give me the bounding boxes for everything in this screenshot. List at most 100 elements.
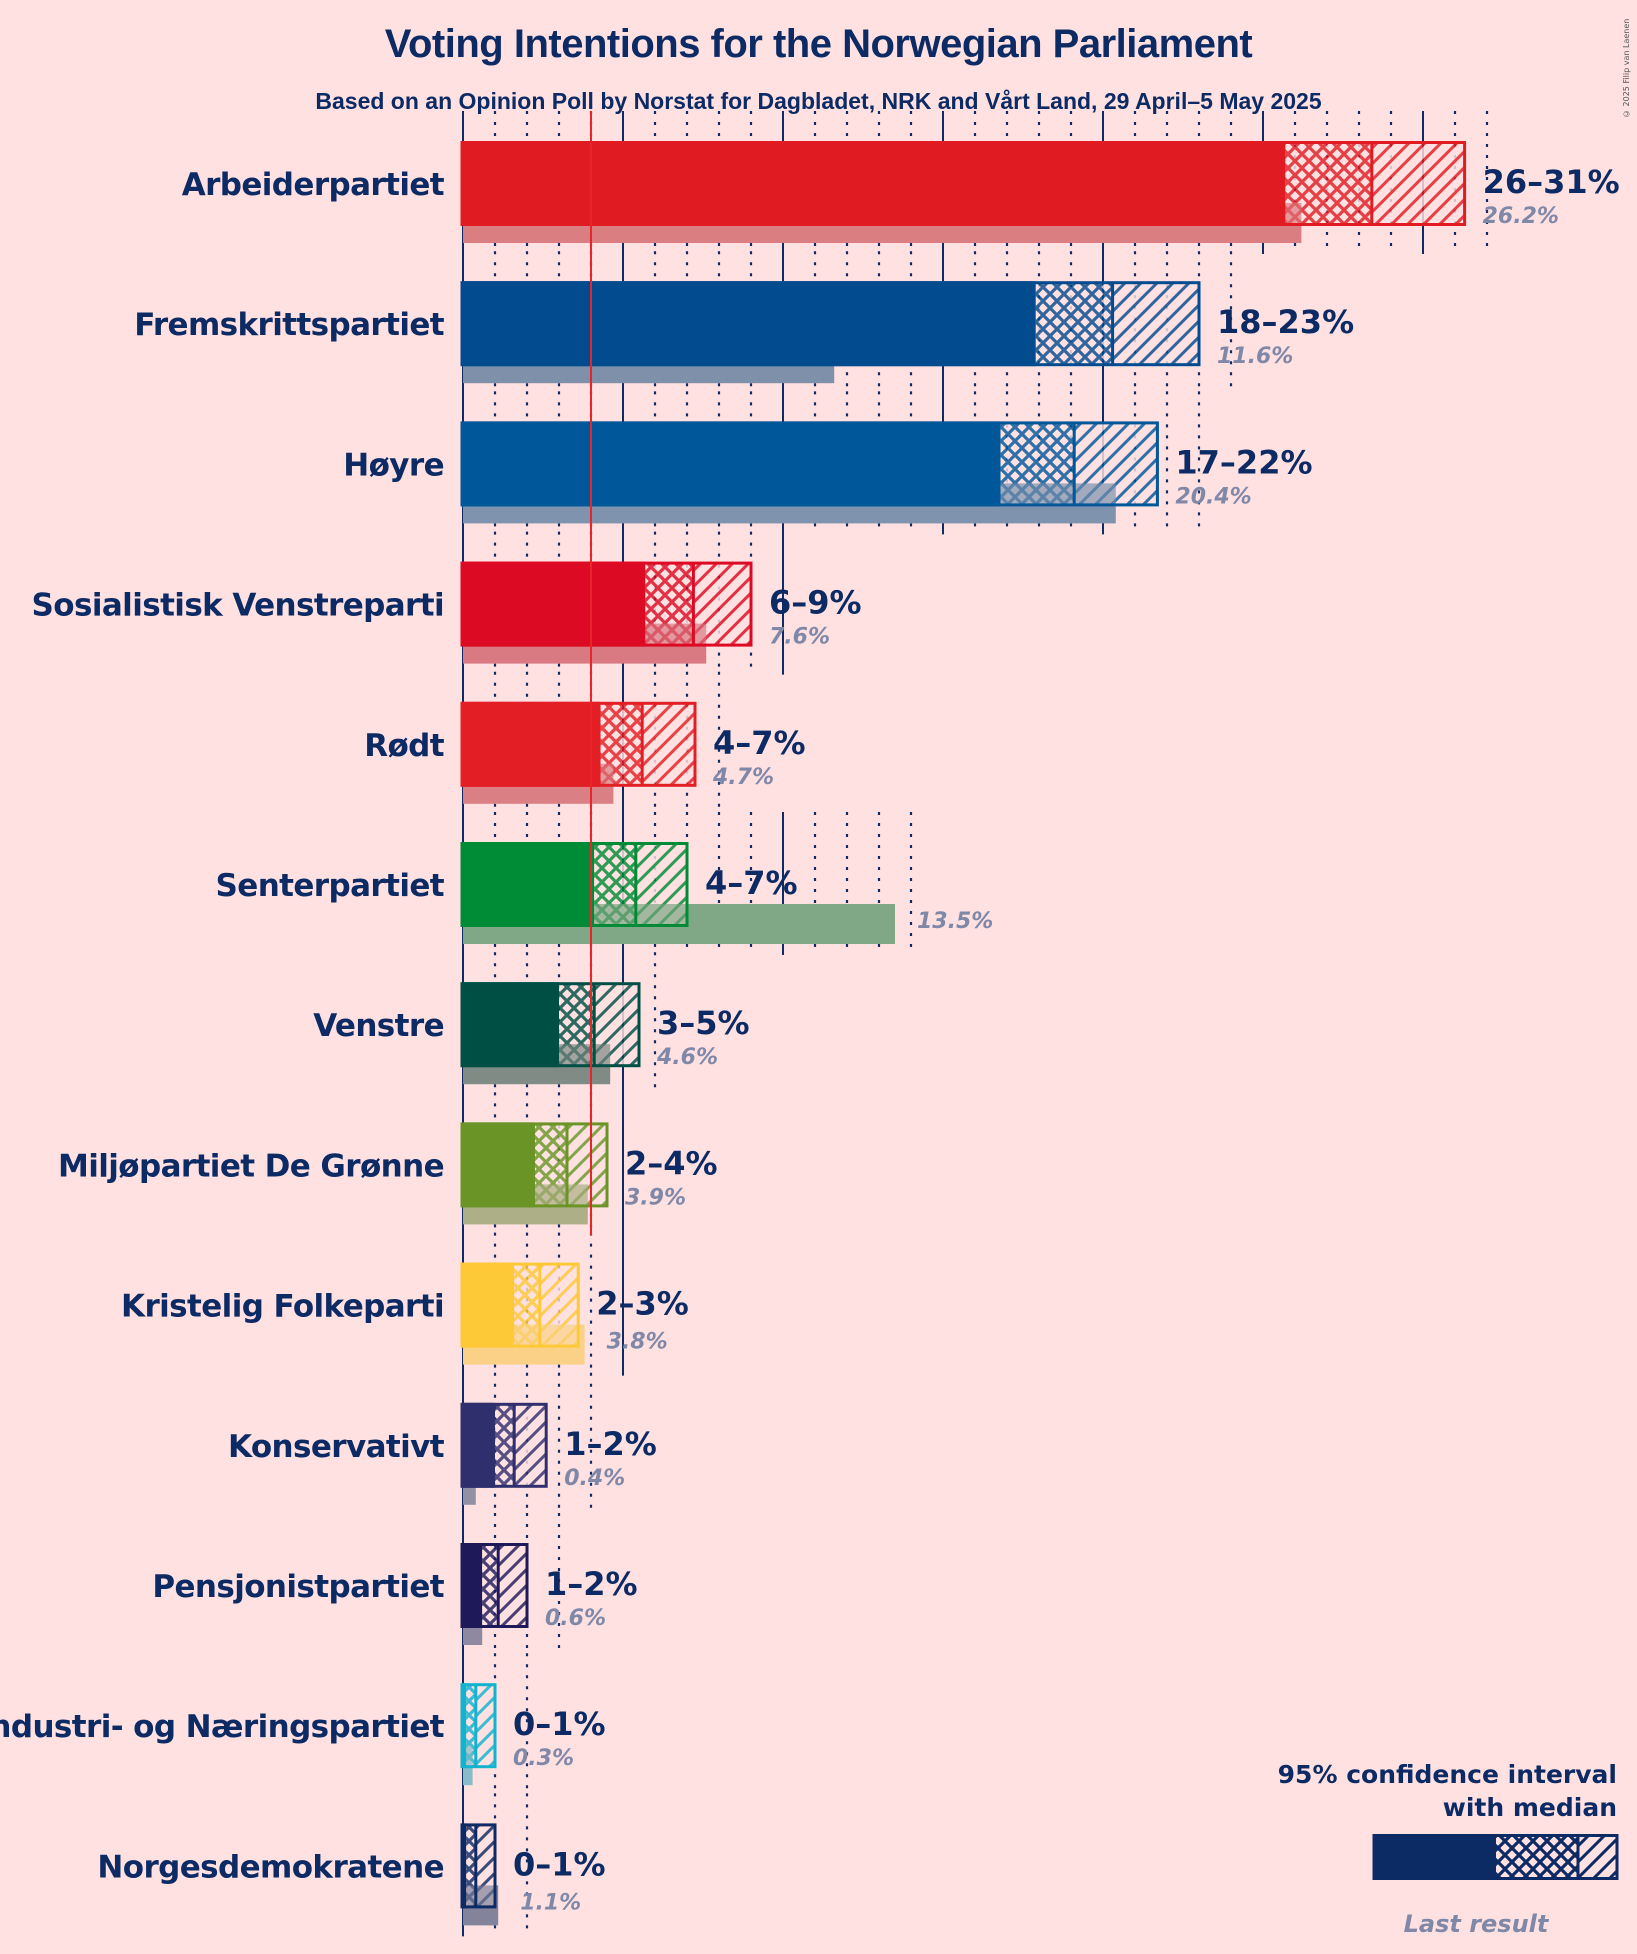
range-label: 1–2%: [564, 1425, 657, 1463]
legend-title-line1: 95% confidence interval: [1278, 1760, 1617, 1789]
ci-outline: [460, 421, 1159, 507]
last-result-overlap: [645, 623, 707, 647]
party-label: Konservativt: [228, 1429, 445, 1465]
party-label: Høyre: [343, 447, 444, 483]
ci-upper-hatch: [498, 1545, 527, 1626]
last-result-label: 4.6%: [656, 1045, 718, 1070]
ci-upper-hatch: [642, 703, 695, 785]
legend-title-line2: with median: [1443, 1793, 1617, 1822]
ci-outline: [460, 1402, 548, 1488]
solid-bar: [462, 982, 559, 1068]
legend: 95% confidence interval with median Last…: [1278, 1760, 1619, 1938]
last-result-overlap: [594, 904, 687, 927]
last-result-overlap: [600, 763, 614, 787]
last-result-label: 4.7%: [712, 765, 774, 790]
ci-outline: [460, 1262, 580, 1348]
party-row: [460, 982, 641, 1085]
party-row: [460, 1543, 529, 1645]
ci-outline: [460, 1122, 609, 1208]
ci-outline: [460, 1683, 497, 1769]
last-result-label: 1.1%: [520, 1890, 581, 1915]
ci-outline: [460, 701, 697, 787]
solid-bar: [462, 1122, 535, 1208]
range-label: 4–7%: [713, 724, 806, 762]
party-label: Industri- og Næringspartiet: [0, 1709, 445, 1745]
ci-lower-hatch: [466, 1825, 476, 1907]
party-row: [460, 141, 1467, 243]
range-label: 6–9%: [769, 584, 862, 622]
party-row: [460, 561, 753, 664]
solid-bar: [462, 1402, 495, 1488]
party-label: Rødt: [364, 728, 445, 764]
party-row: [460, 1402, 548, 1505]
party-row: [460, 281, 1201, 384]
solid-bar: [462, 421, 1001, 507]
party-row: [460, 842, 895, 944]
range-label: 4–7%: [705, 864, 798, 902]
party-row: [460, 1823, 499, 1926]
party-label: Arbeiderpartiet: [182, 167, 445, 203]
ci-outline: [460, 1823, 497, 1909]
last-result-label: 0.3%: [513, 1746, 574, 1771]
party-label: Senterpartiet: [216, 868, 445, 904]
ci-upper-hatch: [1112, 283, 1199, 365]
legend-outline: [1372, 1834, 1619, 1880]
party-label: Kristelig Folkeparti: [121, 1289, 444, 1325]
ci-lower-hatch: [466, 1685, 476, 1767]
chart-subtitle: Based on an Opinion Poll by Norstat for …: [315, 88, 1322, 114]
party-row: [460, 701, 697, 804]
last-result-label: 3.8%: [607, 1330, 668, 1355]
last-result-label: 3.9%: [625, 1185, 686, 1210]
range-label: 18–23%: [1217, 303, 1354, 341]
party-label: Fremskrittspartiet: [134, 307, 445, 343]
legend-bar: [1372, 1834, 1619, 1880]
ci-outline: [460, 1543, 529, 1628]
solid-bar: [462, 842, 595, 927]
range-label: 0–1%: [513, 1705, 606, 1743]
solid-bar: [462, 701, 601, 787]
chart-title: Voting Intentions for the Norwegian Parl…: [384, 22, 1253, 66]
range-label: 26–31%: [1483, 163, 1620, 201]
party-label: Venstre: [313, 1008, 444, 1044]
last-result-overlap: [466, 1885, 495, 1909]
last-result-label: 20.4%: [1175, 484, 1251, 509]
range-label: 2–3%: [596, 1285, 689, 1323]
party-row: [460, 1122, 609, 1225]
labels: Arbeiderpartiet 26–31% 26.2% Fremskrittspar…: [0, 163, 1620, 1915]
solid-bar: [462, 141, 1286, 226]
last-result-overlap: [1000, 483, 1116, 507]
ci-lower-hatch: [495, 1404, 515, 1486]
last-result-overlap: [1285, 203, 1302, 226]
last-result-overlap: [535, 1184, 588, 1208]
party-label: Norgesdemokratene: [97, 1849, 444, 1885]
legend-cross-swatch: [1496, 1837, 1578, 1877]
last-result-label: 11.6%: [1217, 344, 1293, 369]
ci-lower-hatch: [482, 1545, 499, 1626]
last-result-label: 0.4%: [564, 1466, 625, 1491]
ci-upper-hatch: [514, 1404, 547, 1486]
legend-solid-swatch: [1374, 1835, 1496, 1879]
solid-bar: [462, 1262, 515, 1348]
legend-last-result-label: Last result: [1404, 1910, 1550, 1938]
solid-bar: [462, 561, 646, 647]
last-result-overlap: [514, 1324, 579, 1348]
ci-outline: [460, 141, 1467, 226]
range-label: 3–5%: [657, 1004, 750, 1042]
solid-bar: [462, 1543, 483, 1628]
last-result-overlap: [559, 1044, 611, 1068]
range-label: 2–4%: [625, 1144, 718, 1182]
party-label: Miljøpartiet De Grønne: [58, 1148, 444, 1184]
ci-outline: [460, 842, 689, 927]
solid-bar: [462, 281, 1036, 367]
range-label: 1–2%: [545, 1565, 638, 1603]
legend-diag-swatch: [1578, 1837, 1616, 1877]
last-result-label: 13.5%: [917, 909, 993, 934]
solid-bar: [462, 1823, 467, 1909]
last-result-label: 0.6%: [545, 1606, 606, 1631]
ci-lower-hatch: [1035, 283, 1113, 365]
last-result-label: 26.2%: [1483, 204, 1559, 229]
party-label: Pensjonistpartiet: [152, 1569, 444, 1605]
last-result-overlap: [466, 1745, 473, 1769]
range-label: 0–1%: [513, 1845, 606, 1883]
